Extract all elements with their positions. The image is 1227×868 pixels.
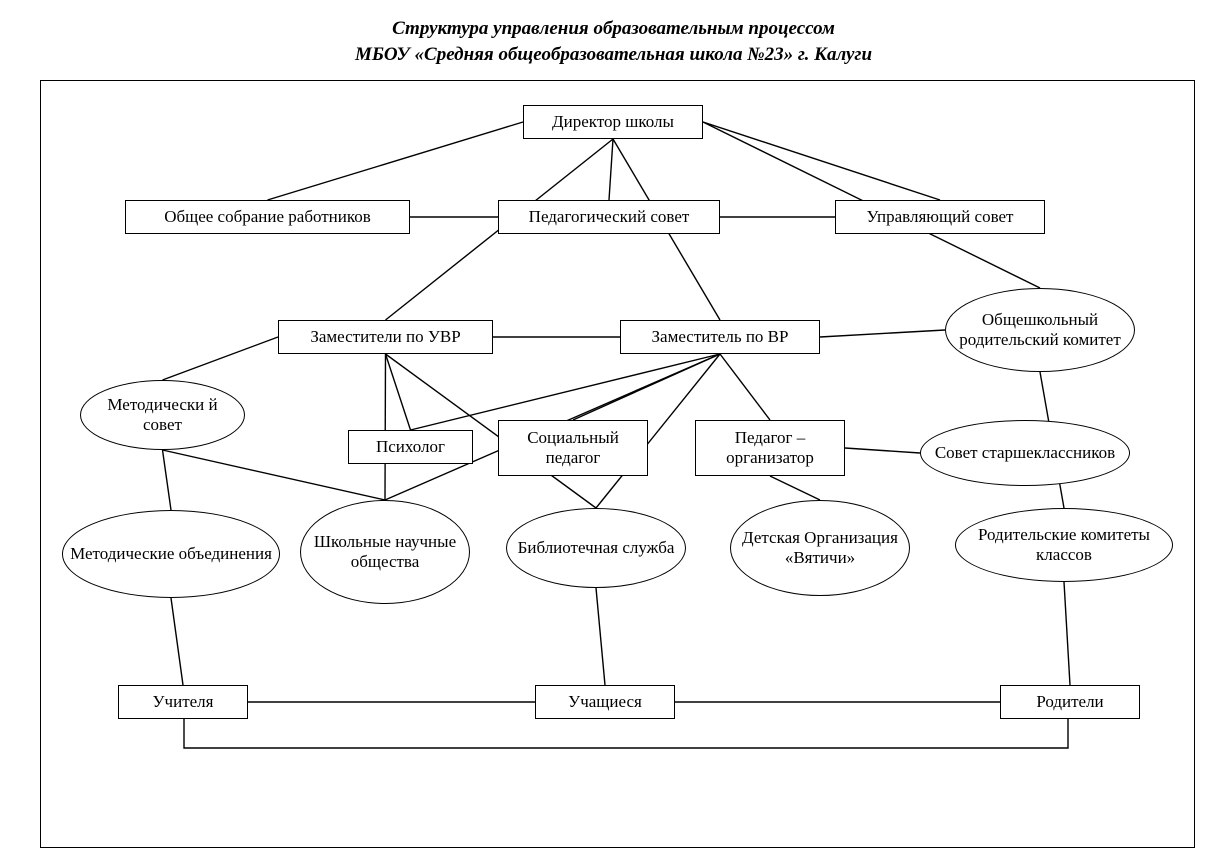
node-rod: Родители bbox=[1000, 685, 1140, 719]
node-label: Заместитель по ВР bbox=[652, 327, 789, 347]
node-zuvr: Заместители по УВР bbox=[278, 320, 493, 354]
node-label: Детская Организация «Вятичи» bbox=[737, 528, 903, 567]
node-ped: Педагогический совет bbox=[498, 200, 720, 234]
title-line1: Структура управления образовательным про… bbox=[0, 16, 1227, 42]
node-label: Педагогический совет bbox=[529, 207, 690, 227]
node-label: Социальный педагог bbox=[505, 428, 641, 467]
node-ucha: Учащиеся bbox=[535, 685, 675, 719]
node-label: Методически й совет bbox=[87, 395, 238, 434]
node-star: Совет старшеклассников bbox=[920, 420, 1130, 486]
node-zvr: Заместитель по ВР bbox=[620, 320, 820, 354]
node-vyat: Детская Организация «Вятичи» bbox=[730, 500, 910, 596]
node-rkk: Родительские комитеты классов bbox=[955, 508, 1173, 582]
node-label: Общее собрание работников bbox=[164, 207, 371, 227]
node-label: Методические объединения bbox=[70, 544, 272, 564]
node-upr: Управляющий совет bbox=[835, 200, 1045, 234]
node-label: Учителя bbox=[153, 692, 214, 712]
node-uchit: Учителя bbox=[118, 685, 248, 719]
page: Структура управления образовательным про… bbox=[0, 0, 1227, 868]
node-label: Педагог – организатор bbox=[702, 428, 838, 467]
node-label: Родительские комитеты классов bbox=[962, 525, 1166, 564]
node-mets: Методически й совет bbox=[80, 380, 245, 450]
node-dir: Директор школы bbox=[523, 105, 703, 139]
node-meto: Методические объединения bbox=[62, 510, 280, 598]
page-title: Структура управления образовательным про… bbox=[0, 16, 1227, 67]
node-sno: Школьные научные общества bbox=[300, 500, 470, 604]
node-label: Общешкольный родительский комитет bbox=[952, 310, 1128, 349]
node-ork: Общешкольный родительский комитет bbox=[945, 288, 1135, 372]
node-label: Школьные научные общества bbox=[307, 532, 463, 571]
node-label: Управляющий совет bbox=[867, 207, 1014, 227]
node-label: Заместители по УВР bbox=[310, 327, 460, 347]
node-bibl: Библиотечная служба bbox=[506, 508, 686, 588]
node-psy: Психолог bbox=[348, 430, 473, 464]
node-label: Психолог bbox=[376, 437, 445, 457]
title-line2: МБОУ «Средняя общеобразовательная школа … bbox=[0, 42, 1227, 68]
node-label: Родители bbox=[1036, 692, 1103, 712]
node-soc: Социальный педагог bbox=[498, 420, 648, 476]
node-label: Учащиеся bbox=[568, 692, 642, 712]
node-label: Библиотечная служба bbox=[518, 538, 675, 558]
node-porg: Педагог – организатор bbox=[695, 420, 845, 476]
node-sobr: Общее собрание работников bbox=[125, 200, 410, 234]
node-label: Директор школы bbox=[552, 112, 674, 132]
node-label: Совет старшеклассников bbox=[935, 443, 1115, 463]
